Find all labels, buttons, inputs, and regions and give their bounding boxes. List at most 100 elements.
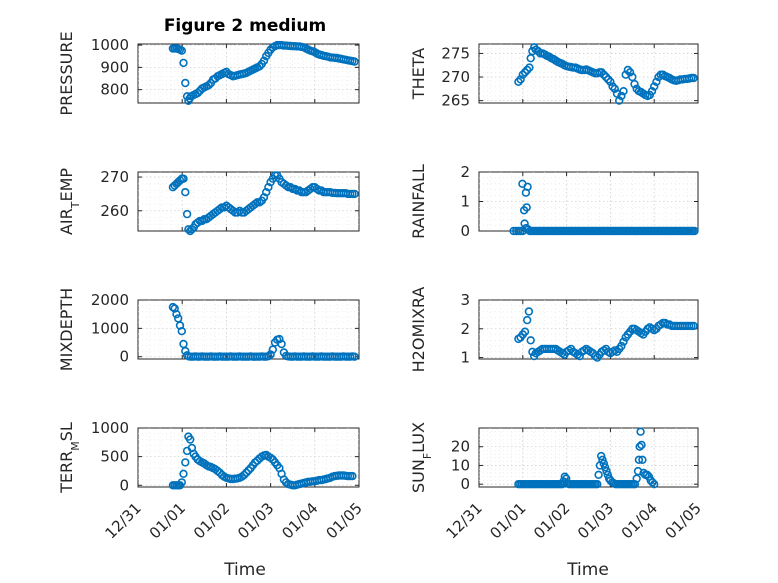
data-point xyxy=(649,82,659,91)
series-markers xyxy=(168,40,359,106)
data-point xyxy=(522,65,532,75)
data-point xyxy=(181,188,190,197)
data-point xyxy=(619,86,628,96)
y-tick-label: 1 xyxy=(460,349,470,367)
data-point xyxy=(181,458,190,467)
data-point xyxy=(648,478,657,487)
data-point xyxy=(253,456,262,465)
x-tick-label: 01/03 xyxy=(574,499,617,542)
data-point xyxy=(182,209,192,219)
data-point xyxy=(277,339,286,349)
data-point xyxy=(275,334,284,344)
x-tick-label: 01/04 xyxy=(618,499,661,542)
data-point xyxy=(520,68,530,77)
y-tick-label: 0 xyxy=(460,475,470,493)
y-axis-label: H2OMIXRA xyxy=(409,287,428,373)
x-axis-label-left: Time xyxy=(223,560,266,580)
y-tick-label: 275 xyxy=(441,44,470,62)
data-point xyxy=(690,226,699,236)
y-tick-label: 2000 xyxy=(91,291,129,309)
x-axis-label-right: Time xyxy=(566,560,609,580)
y-axis-label: PRESSURE xyxy=(57,31,76,115)
data-point xyxy=(348,471,357,481)
data-point xyxy=(266,350,275,359)
series-markers xyxy=(514,43,698,105)
x-tick-label: 12/31 xyxy=(443,499,486,542)
x-tick-label: 01/02 xyxy=(190,499,233,542)
data-point xyxy=(689,73,698,83)
y-tick-label: 270 xyxy=(100,168,129,186)
data-point xyxy=(179,174,188,183)
data-point xyxy=(599,70,608,79)
data-point xyxy=(606,77,615,87)
data-point xyxy=(608,82,617,91)
data-point xyxy=(177,478,187,487)
data-point xyxy=(524,307,534,316)
x-tick-label: 01/02 xyxy=(530,499,573,542)
y-tick-label: 3 xyxy=(460,291,470,309)
data-point xyxy=(603,75,613,84)
y-axis-label: TERRMSL xyxy=(57,422,82,494)
subplot-rainfall: 0 1 2 RAINFALL xyxy=(409,163,699,240)
x-tick-label: 12/31 xyxy=(102,499,145,542)
data-point xyxy=(520,327,530,336)
data-point xyxy=(630,79,639,89)
y-tick-label: 1 xyxy=(460,193,470,211)
y-tick-label: 2 xyxy=(460,320,470,338)
x-tick-label: 01/01 xyxy=(146,499,189,542)
subplot-air-temp: 260 270 AIRTEMP xyxy=(57,168,360,236)
data-point xyxy=(601,72,611,82)
subplot-terr-msl: 0 500 1000 TERRMSL 12/31 01/01 01/02 01/03 01/04… xyxy=(57,419,366,542)
y-tick-label: 0 xyxy=(119,476,129,494)
data-point xyxy=(632,474,641,483)
data-point xyxy=(350,189,359,199)
data-point xyxy=(634,455,644,464)
data-point xyxy=(514,77,523,87)
series-markers xyxy=(168,302,359,361)
data-point xyxy=(647,86,657,96)
x-tick-label: 01/01 xyxy=(486,499,529,542)
data-point xyxy=(596,451,606,461)
data-point xyxy=(350,57,359,66)
data-point xyxy=(520,219,529,228)
subplot-pressure: 800 900 1000 PRESSURE xyxy=(57,31,360,116)
data-point xyxy=(350,352,359,361)
data-point xyxy=(619,337,628,346)
data-point xyxy=(259,56,269,65)
data-point xyxy=(244,466,253,475)
series-markers xyxy=(168,171,359,236)
y-tick-label: 270 xyxy=(441,68,470,86)
x-tick-label: 01/04 xyxy=(278,499,321,542)
data-point xyxy=(172,310,181,319)
series-markers xyxy=(514,427,659,489)
data-point xyxy=(598,455,607,464)
data-point xyxy=(255,62,264,71)
data-point xyxy=(181,78,190,88)
y-tick-label: 1000 xyxy=(91,419,129,437)
y-tick-label: 1000 xyxy=(91,36,129,54)
data-point xyxy=(262,188,271,197)
y-tick-label: 2 xyxy=(460,163,470,181)
y-tick-label: 20 xyxy=(451,438,470,456)
subplot-theta: 265 270 275 THETA xyxy=(409,43,699,110)
data-point xyxy=(204,80,213,90)
data-point xyxy=(193,88,202,98)
data-point xyxy=(594,470,603,479)
data-point xyxy=(177,46,187,55)
data-point xyxy=(533,46,543,56)
data-point xyxy=(593,480,602,489)
y-axis-label: RAINFALL xyxy=(409,164,428,239)
data-point xyxy=(186,435,195,444)
data-point xyxy=(625,68,635,77)
data-point xyxy=(575,351,584,361)
y-tick-label: 0 xyxy=(460,222,470,240)
data-point xyxy=(518,70,527,79)
x-tick-label: 01/03 xyxy=(234,499,277,542)
y-axis-label: AIRTEMP xyxy=(57,168,82,235)
data-point xyxy=(168,302,178,312)
data-point xyxy=(637,440,646,450)
data-point xyxy=(239,470,249,480)
data-point xyxy=(617,91,626,101)
